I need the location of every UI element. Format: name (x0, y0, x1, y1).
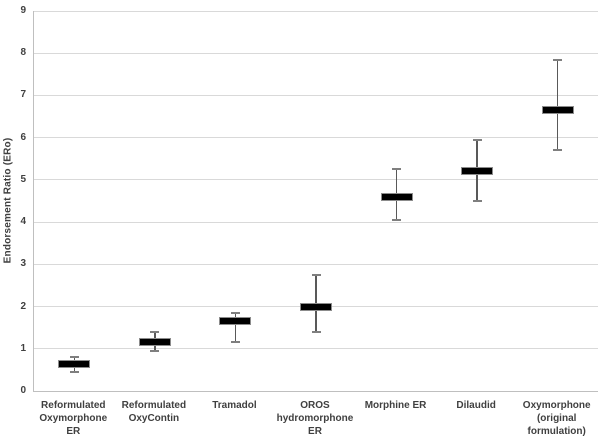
x-axis-label-line: Tramadol (212, 400, 257, 411)
x-axis-label-line: Oxymorphone ER (39, 413, 108, 437)
error-bar-cap-bottom (311, 330, 321, 333)
x-axis-label-line: Reformulated (121, 400, 187, 411)
x-axis-category-label: OROS hydromorphone ER (275, 399, 356, 438)
error-bar-cap-bottom (392, 219, 402, 221)
error-bar-cap-top (69, 356, 79, 359)
x-axis-label-line: ER (308, 426, 322, 437)
estimate-bar (461, 167, 494, 176)
error-bar-cap-top (392, 168, 402, 171)
x-axis-label-line: (original (536, 413, 577, 424)
gridline (34, 94, 598, 96)
y-tick-label: 6 (20, 131, 26, 143)
x-axis-category-label: Reformulated OxyContin (114, 399, 195, 425)
error-bar-cap-bottom (472, 200, 482, 202)
x-axis-label-line: OxyContin (128, 413, 180, 424)
gridline (34, 52, 598, 54)
plot-area (33, 10, 598, 392)
y-tick-label: 4 (20, 216, 26, 228)
y-tick-label: 7 (20, 89, 26, 101)
x-axis-label-line: hydromorphone (276, 413, 354, 424)
error-bar-cap-top (311, 273, 321, 276)
gridline (34, 348, 598, 350)
error-bar-cap-bottom (69, 371, 79, 373)
estimate-bar (300, 302, 332, 311)
estimate-bar (58, 359, 91, 368)
y-tick-label: 9 (20, 5, 26, 16)
x-axis-category-label: Dilaudid (436, 399, 517, 412)
x-axis-category-label: Reformulated Oxymorphone ER (33, 399, 114, 438)
error-bar-cap-top (150, 330, 160, 333)
x-axis-label-line: Dilaudid (456, 400, 496, 411)
x-axis-category-labels: Reformulated Oxymorphone ER Reformulated Ox… (33, 399, 597, 441)
y-tick-label: 0 (20, 385, 26, 396)
y-tick-label: 1 (20, 342, 26, 354)
x-axis-category-label: Morphine ER (355, 399, 436, 412)
gridline (34, 263, 598, 265)
x-axis-label-line: Morphine ER (364, 400, 427, 411)
error-bar-whisker (556, 59, 559, 151)
x-axis-category-label: Oxymorphone (original formulation) (516, 399, 597, 438)
gridline (34, 137, 598, 139)
x-axis-label-line: Oxymorphone (522, 400, 591, 411)
x-axis-label-line: OROS (300, 400, 330, 411)
error-bar-whisker (234, 312, 237, 343)
error-bar-cap-bottom (150, 349, 160, 352)
x-axis-label-line: formulation) (527, 426, 586, 437)
y-tick-label: 3 (20, 258, 26, 270)
y-tick-label: 2 (20, 300, 26, 312)
error-bar-cap-top (553, 58, 563, 61)
y-axis-title: Endorsement Ratio (ERo) (2, 137, 14, 264)
y-tick-label: 8 (20, 47, 26, 59)
error-bar-cap-bottom (553, 149, 563, 152)
error-bar-cap-bottom (230, 341, 240, 344)
error-bar-cap-top (230, 311, 240, 314)
estimate-bar (138, 338, 171, 347)
estimate-bar (541, 106, 574, 115)
gridline (34, 221, 598, 223)
gridline (34, 10, 598, 12)
gridline (34, 179, 598, 181)
x-axis-category-label: Tramadol (194, 399, 275, 412)
y-tick-label: 5 (20, 173, 26, 185)
error-bar-cap-top (472, 138, 482, 141)
estimate-bar (219, 317, 252, 326)
x-axis-label-line: Reformulated (41, 400, 106, 411)
estimate-bar (380, 192, 413, 201)
